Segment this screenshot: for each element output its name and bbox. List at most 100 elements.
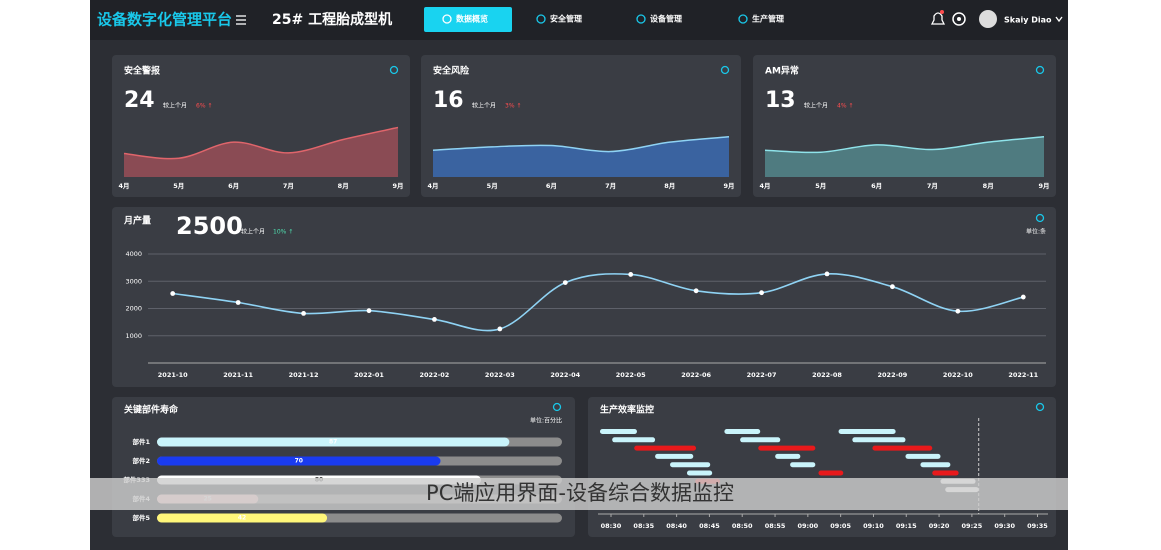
nav-item[interactable]: 安全管理 bbox=[550, 14, 582, 24]
point bbox=[235, 300, 241, 305]
x-tick-label: 08:30 bbox=[601, 522, 622, 530]
x-tick-label: 9月 bbox=[723, 182, 734, 190]
area-line bbox=[432, 136, 730, 153]
task-bar bbox=[775, 453, 801, 459]
x-tick-label: 7月 bbox=[283, 182, 294, 190]
x-tick-label: 09:20 bbox=[929, 522, 950, 530]
x-tick-label: 09:30 bbox=[994, 522, 1015, 530]
x-tick-label: 08:40 bbox=[666, 522, 687, 530]
user-name[interactable]: Skaiy Diao bbox=[1004, 16, 1052, 25]
point bbox=[432, 317, 437, 322]
task-bar bbox=[872, 445, 933, 451]
nav-item[interactable]: 数据概览 bbox=[456, 14, 488, 24]
card-title: 安全警报 bbox=[124, 65, 160, 77]
unit: 单位:百分比 bbox=[530, 417, 562, 425]
x-tick-label: 8月 bbox=[338, 182, 349, 190]
task-bar bbox=[838, 429, 896, 434]
point bbox=[497, 326, 503, 332]
x-tick-label: 7月 bbox=[605, 182, 616, 190]
x-tick-label: 08:45 bbox=[699, 522, 720, 530]
task-bar bbox=[670, 462, 711, 468]
area-line bbox=[123, 126, 399, 160]
settings-icon[interactable] bbox=[952, 12, 966, 26]
x-tick-label: 7月 bbox=[927, 182, 938, 190]
nav-item[interactable]: 设备管理 bbox=[650, 14, 682, 24]
area-line bbox=[764, 136, 1045, 154]
point bbox=[366, 308, 372, 314]
nav-icon bbox=[442, 14, 452, 24]
x-tick-label: 2022-11 bbox=[1008, 371, 1038, 379]
x-tick-label: 8月 bbox=[664, 182, 675, 190]
nav-icon bbox=[536, 14, 546, 24]
x-tick-label: 4月 bbox=[118, 182, 129, 190]
user-dropdown[interactable] bbox=[1055, 16, 1063, 23]
x-tick-label: 6月 bbox=[871, 182, 882, 190]
panel bbox=[112, 207, 1056, 387]
x-tick-label: 9月 bbox=[1038, 182, 1049, 190]
nav-icon bbox=[636, 14, 646, 24]
point bbox=[759, 290, 764, 296]
area bbox=[124, 127, 398, 177]
big-value: 2500 bbox=[176, 212, 243, 240]
card-title: AM异常 bbox=[765, 65, 799, 77]
task-bar bbox=[920, 462, 951, 468]
card-title: 安全风险 bbox=[433, 65, 470, 77]
compare-label: 较上个月 bbox=[804, 102, 828, 110]
compare-label: 较上个月 bbox=[241, 228, 265, 236]
bar-value: 42 bbox=[238, 515, 246, 522]
x-tick-label: 8月 bbox=[983, 182, 994, 190]
x-tick-label: 6月 bbox=[546, 182, 557, 190]
bar-label: 部件5 bbox=[132, 513, 150, 522]
task-bar bbox=[758, 445, 816, 451]
panel-icon bbox=[1035, 213, 1045, 223]
change: 6% ↑ bbox=[196, 103, 212, 110]
x-tick-label: 4月 bbox=[759, 182, 770, 190]
x-tick-label: 08:50 bbox=[732, 522, 753, 530]
x-tick-label: 5月 bbox=[815, 182, 826, 190]
task-bar bbox=[612, 437, 656, 443]
machine-name: 25# 工程胎成型机 bbox=[272, 11, 392, 28]
x-tick-label: 9月 bbox=[392, 182, 403, 190]
nav-item[interactable]: 生产管理 bbox=[752, 14, 784, 24]
point bbox=[890, 284, 895, 290]
point bbox=[955, 308, 961, 314]
x-tick-label: 2022-08 bbox=[812, 371, 842, 379]
x-tick-label: 2022-04 bbox=[550, 371, 580, 379]
card-value: 16 bbox=[433, 88, 464, 113]
y-tick-label: 2000 bbox=[125, 305, 142, 313]
bell-icon[interactable] bbox=[930, 12, 946, 25]
panel bbox=[588, 397, 1056, 537]
x-tick-label: 09:25 bbox=[962, 522, 983, 530]
panel-icon bbox=[552, 402, 562, 412]
badge bbox=[940, 10, 944, 14]
x-tick-label: 5月 bbox=[173, 182, 184, 190]
task-bar bbox=[724, 429, 761, 434]
x-tick-label: 09:10 bbox=[863, 522, 884, 530]
avatar[interactable] bbox=[979, 10, 997, 28]
y-tick-label: 4000 bbox=[125, 250, 142, 258]
point bbox=[824, 271, 830, 277]
menu-icon[interactable] bbox=[236, 15, 246, 25]
x-tick-label: 2021-10 bbox=[158, 371, 188, 379]
change: 10% ↑ bbox=[273, 229, 293, 236]
area bbox=[765, 136, 1044, 177]
point bbox=[562, 280, 568, 286]
task-bar bbox=[634, 445, 697, 451]
settings-dot bbox=[957, 17, 961, 21]
x-tick-label: 2022-05 bbox=[616, 371, 646, 379]
caption: PC端应用界面-设备综合数据监控 bbox=[426, 481, 734, 505]
line bbox=[172, 273, 1024, 332]
x-tick-label: 2022-07 bbox=[747, 371, 777, 379]
nav-active-bg bbox=[424, 7, 512, 32]
task-bar bbox=[686, 470, 713, 476]
point bbox=[170, 291, 176, 296]
x-tick-label: 2022-10 bbox=[943, 371, 973, 379]
x-tick-label: 6月 bbox=[228, 182, 239, 190]
caption-band bbox=[90, 478, 1068, 510]
point bbox=[1020, 294, 1026, 300]
change: 4% ↑ bbox=[837, 103, 853, 110]
card-icon bbox=[720, 65, 730, 75]
x-tick-label: 2022-02 bbox=[420, 371, 450, 379]
task-bar bbox=[932, 470, 959, 476]
x-tick-label: 09:15 bbox=[896, 522, 917, 530]
